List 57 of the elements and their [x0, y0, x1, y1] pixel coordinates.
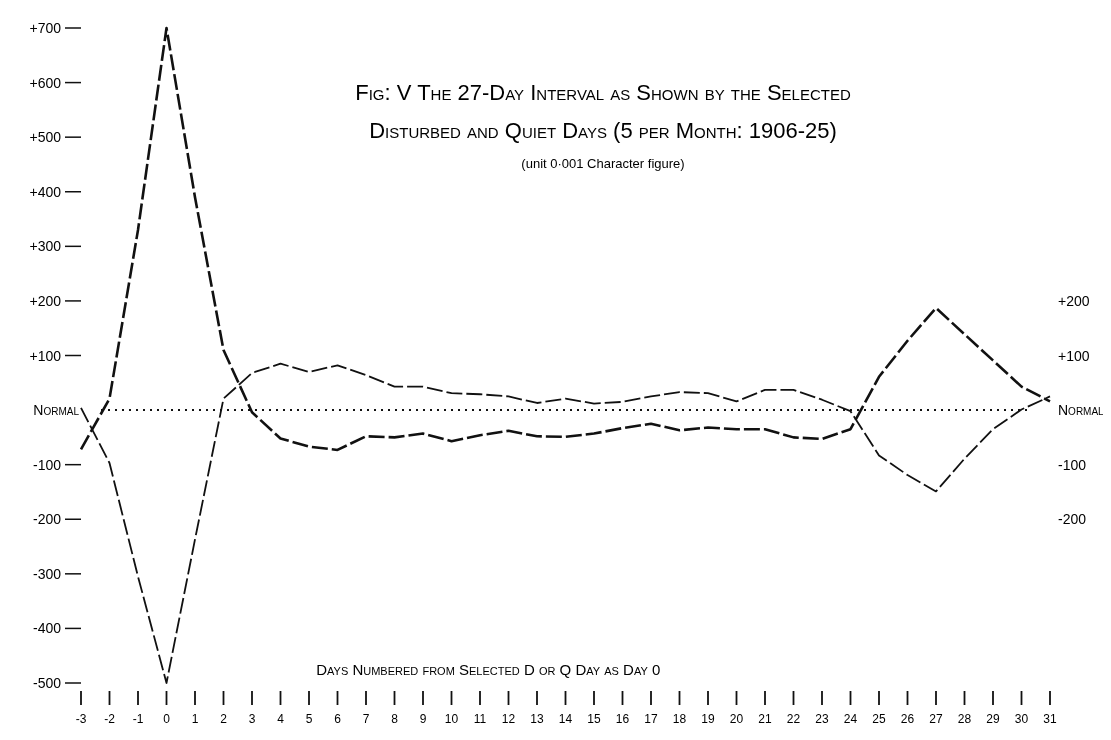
y-tick-label: +700 — [29, 20, 62, 36]
text: Fig: V The 27-Day Interval as Shown by the Selected — [355, 80, 851, 105]
x-tick-label: 16 — [615, 712, 630, 726]
x-tick-label: -1 — [132, 712, 144, 726]
x-tick-label: 18 — [672, 712, 687, 726]
y-tick-label: +500 — [29, 129, 62, 146]
x-tick-label: 9 — [419, 712, 427, 726]
x-tick-label: 0 — [163, 712, 171, 726]
y-tick-label: +400 — [29, 183, 62, 200]
x-tick-label: 3 — [248, 712, 256, 726]
y-tick-label: +300 — [29, 238, 62, 255]
x-tick-label: 17 — [644, 712, 658, 726]
x-axis-title: Days Numbered from Selected D or Q Day as Day 0 — [316, 661, 661, 678]
x-tick-label: 7 — [362, 712, 370, 726]
text: Disturbed and Quiet Days (5 per Month: 1906-25) — [369, 118, 837, 143]
y2-tick-label: +100 — [1058, 347, 1090, 364]
y-tick-label: +200 — [29, 292, 62, 309]
x-tick-label: 4 — [277, 712, 285, 726]
x-tick-label: 21 — [758, 712, 772, 726]
x-tick-label: 10 — [444, 712, 459, 726]
y2-tick-label: -200 — [1058, 511, 1087, 528]
x-tick-label: 5 — [305, 712, 313, 726]
x-tick-label: 27 — [929, 712, 943, 726]
x-tick-label: 29 — [986, 712, 1000, 726]
x-tick-label: 19 — [701, 712, 715, 726]
x-tick-label: 20 — [729, 712, 744, 726]
x-tick-label: 22 — [786, 712, 801, 726]
x-tick-label: 13 — [530, 712, 544, 726]
y-tick-label: Normal — [33, 402, 80, 419]
y-tick-label: +100 — [29, 347, 62, 364]
x-tick-label: 1 — [191, 712, 199, 726]
x-tick-label: 11 — [473, 712, 487, 726]
x-tick-label: 14 — [558, 712, 573, 726]
x-tick-label: 26 — [900, 712, 915, 726]
x-tick-label: 30 — [1014, 712, 1029, 726]
annotation: (unit 0·001 Character figure) — [521, 156, 685, 171]
x-tick-label: 8 — [391, 712, 399, 726]
y2-tick-label: Normal — [1058, 402, 1105, 419]
y2-tick-label: -100 — [1058, 456, 1087, 473]
y-tick-label: +600 — [29, 74, 62, 91]
y-tick-label: -500 — [32, 675, 62, 691]
y-tick-label: -200 — [32, 511, 62, 528]
x-tick-label: 12 — [501, 712, 516, 726]
x-tick-label: 24 — [843, 712, 858, 726]
y-tick-label: -100 — [32, 456, 62, 473]
x-tick-label: -2 — [104, 712, 116, 726]
x-tick-label: 6 — [334, 712, 342, 726]
y2-tick-label: +200 — [1058, 292, 1090, 309]
x-tick-label: 23 — [815, 712, 829, 726]
x-tick-label: 15 — [587, 712, 601, 726]
x-tick-label: 28 — [957, 712, 972, 726]
x-tick-label: 2 — [220, 712, 228, 726]
y-tick-label: -300 — [32, 565, 62, 582]
x-tick-label: 25 — [872, 712, 886, 726]
x-tick-label: -3 — [75, 712, 87, 726]
y-tick-label: -400 — [32, 620, 62, 637]
x-tick-label: 31 — [1043, 712, 1057, 726]
